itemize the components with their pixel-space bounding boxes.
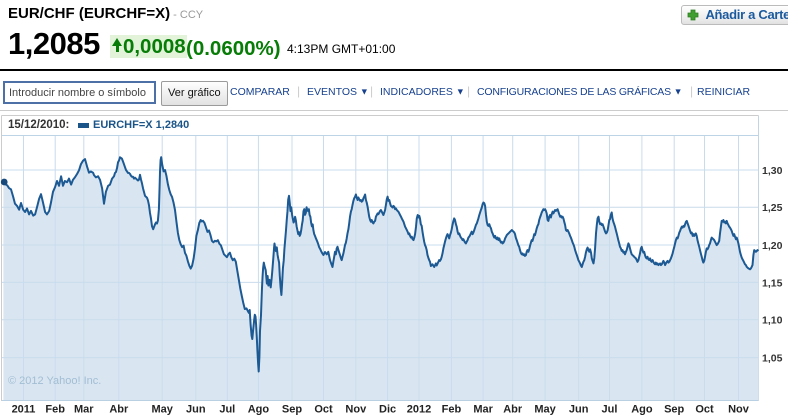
- svg-text:May: May: [151, 404, 173, 416]
- svg-text:1,10: 1,10: [762, 315, 783, 327]
- svg-text:Nov: Nov: [345, 404, 367, 416]
- svg-text:Abr: Abr: [109, 404, 129, 416]
- svg-text:2012: 2012: [407, 404, 431, 416]
- svg-text:Jul: Jul: [602, 404, 618, 416]
- svg-text:Feb: Feb: [45, 404, 65, 416]
- svg-text:Feb: Feb: [442, 404, 462, 416]
- svg-text:Nov: Nov: [728, 404, 750, 416]
- svg-text:1,05: 1,05: [762, 353, 783, 365]
- svg-text:Oct: Oct: [695, 404, 714, 416]
- svg-text:Jul: Jul: [219, 404, 235, 416]
- svg-text:1,15: 1,15: [762, 277, 783, 289]
- svg-text:Sep: Sep: [664, 404, 684, 416]
- svg-text:1,25: 1,25: [762, 202, 783, 214]
- svg-text:Mar: Mar: [473, 404, 493, 416]
- svg-text:Abr: Abr: [503, 404, 523, 416]
- svg-text:Sep: Sep: [282, 404, 302, 416]
- svg-text:May: May: [534, 404, 556, 416]
- svg-text:Jun: Jun: [569, 404, 589, 416]
- svg-text:© 2012 Yahoo! Inc.: © 2012 Yahoo! Inc.: [8, 375, 101, 387]
- svg-text:2011: 2011: [12, 404, 36, 416]
- svg-text:1,30: 1,30: [762, 165, 783, 177]
- svg-text:Jun: Jun: [186, 404, 206, 416]
- svg-text:Oct: Oct: [314, 404, 333, 416]
- svg-text:Ago: Ago: [248, 404, 270, 416]
- svg-text:Dic: Dic: [379, 404, 396, 416]
- svg-text:Ago: Ago: [631, 404, 653, 416]
- svg-text:1,20: 1,20: [762, 240, 783, 252]
- svg-text:Mar: Mar: [74, 404, 94, 416]
